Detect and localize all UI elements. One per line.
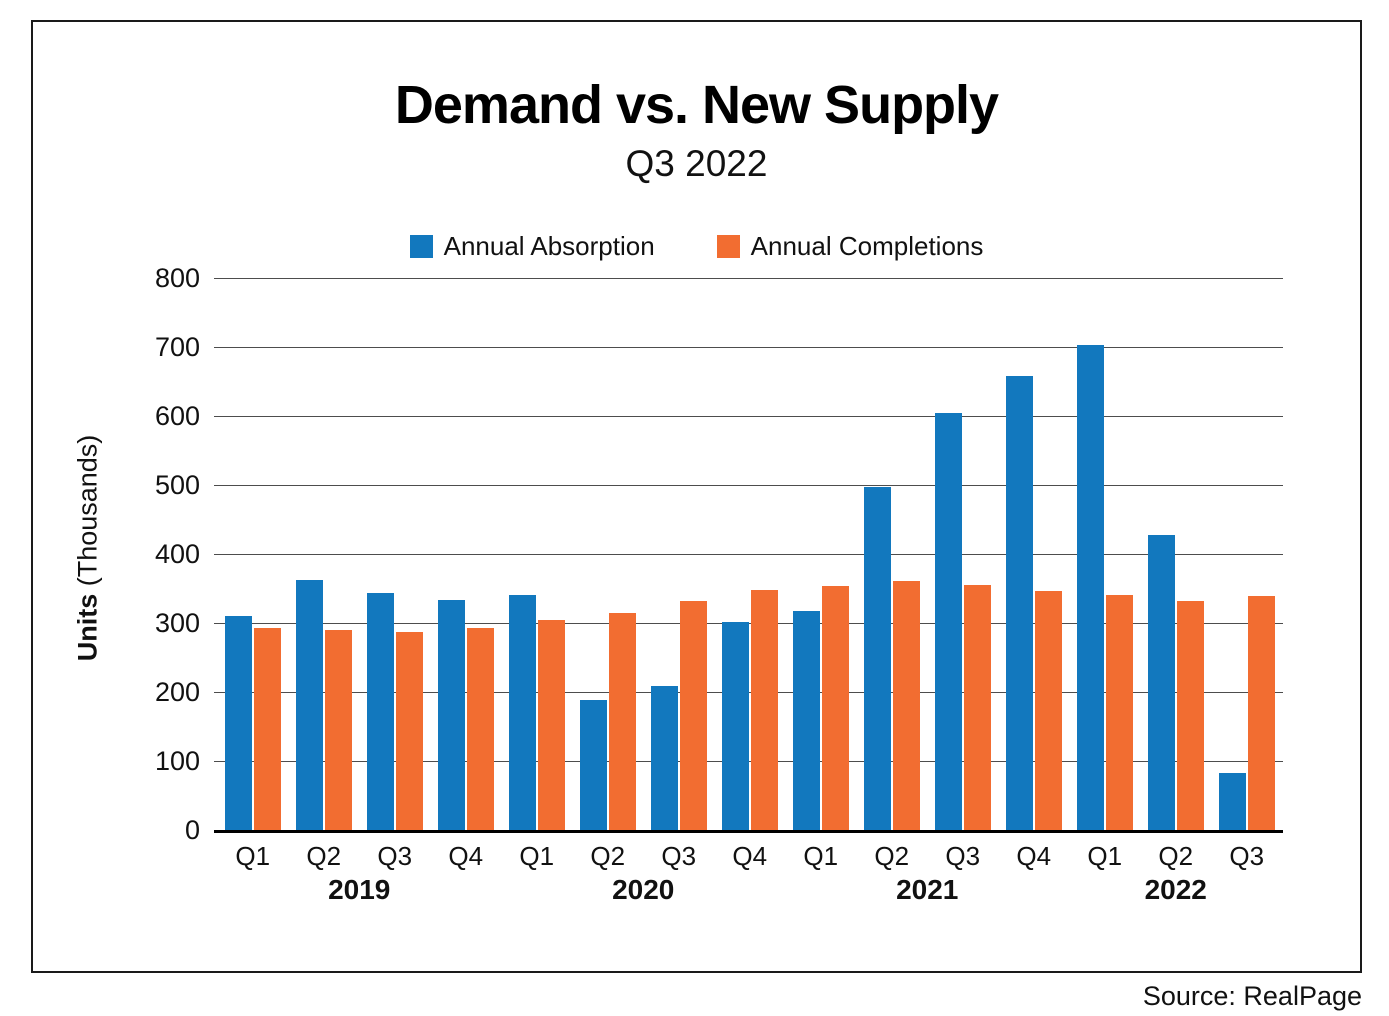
legend-label-completions: Annual Completions	[750, 231, 984, 261]
x-tick-label-12: Q1	[1087, 841, 1123, 871]
gridline-800	[214, 278, 1283, 279]
source-note: Source: RealPage	[1142, 981, 1362, 1011]
bar-absorption-1	[296, 580, 323, 830]
bar-completions-3	[467, 627, 494, 830]
y-tick-label-300: 300	[154, 608, 200, 638]
y-tick-label-0: 0	[184, 815, 200, 845]
bar-completions-4	[538, 619, 565, 830]
bar-absorption-12	[1077, 344, 1104, 830]
gridline-300	[214, 623, 1283, 624]
x-tick-label-10: Q3	[945, 841, 981, 871]
bar-completions-2	[396, 631, 423, 830]
x-tick-label-13: Q2	[1158, 841, 1194, 871]
legend-item-completions: Annual Completions	[716, 231, 984, 262]
chart-title: Demand vs. New Supply	[394, 75, 999, 135]
bar-absorption-2	[367, 592, 394, 830]
x-tick-label-4: Q1	[519, 841, 555, 871]
x-tick-label-9: Q2	[874, 841, 910, 871]
chart-subtitle: Q3 2022	[625, 143, 768, 184]
bar-completions-0	[254, 627, 281, 830]
bar-absorption-13	[1148, 534, 1175, 830]
bar-absorption-6	[651, 685, 678, 830]
y-tick-label-400: 400	[154, 539, 200, 569]
gridline-400	[214, 554, 1283, 555]
gridline-100	[214, 761, 1283, 762]
year-label-2019: 2019	[328, 874, 391, 905]
x-tick-label-2: Q3	[377, 841, 413, 871]
bar-absorption-0	[225, 616, 252, 830]
bar-absorption-9	[864, 487, 891, 830]
gridline-500	[214, 485, 1283, 486]
bar-completions-1	[325, 629, 352, 830]
y-tick-label-700: 700	[154, 332, 200, 362]
year-label-2021: 2021	[896, 874, 959, 905]
y-tick-label-200: 200	[154, 677, 200, 707]
bar-completions-11	[1035, 591, 1062, 830]
bar-absorption-14	[1219, 772, 1246, 830]
bar-completions-8	[822, 586, 849, 830]
legend: Annual Absorption Annual Completions	[31, 231, 1362, 262]
completions-swatch-icon	[716, 235, 740, 258]
x-tick-label-6: Q3	[661, 841, 697, 871]
gridline-700	[214, 347, 1283, 348]
bar-completions-5	[609, 613, 636, 830]
legend-label-absorption: Annual Absorption	[443, 231, 655, 261]
bar-completions-6	[680, 600, 707, 830]
year-label-2020: 2020	[612, 874, 675, 905]
bar-completions-12	[1106, 594, 1133, 830]
bar-completions-10	[964, 585, 991, 830]
x-tick-label-0: Q1	[235, 841, 271, 871]
x-tick-label-1: Q2	[306, 841, 342, 871]
x-tick-label-5: Q2	[590, 841, 626, 871]
plot-area	[214, 278, 1283, 833]
y-tick-label-500: 500	[154, 470, 200, 500]
y-tick-label-100: 100	[154, 746, 200, 776]
legend-item-absorption: Annual Absorption	[409, 231, 655, 262]
y-tick-label-800: 800	[154, 263, 200, 293]
bar-absorption-10	[935, 412, 962, 830]
bar-absorption-8	[793, 611, 820, 830]
bar-completions-14	[1248, 596, 1275, 830]
year-label-2022: 2022	[1144, 874, 1207, 905]
x-tick-label-7: Q4	[732, 841, 768, 871]
x-tick-label-11: Q4	[1016, 841, 1052, 871]
x-tick-label-8: Q1	[803, 841, 839, 871]
gridline-600	[214, 416, 1283, 417]
absorption-swatch-icon	[409, 235, 433, 258]
bar-absorption-11	[1006, 375, 1033, 830]
bar-completions-9	[893, 580, 920, 830]
y-tick-label-600: 600	[154, 401, 200, 431]
bar-completions-7	[751, 589, 778, 830]
bar-absorption-4	[509, 595, 536, 830]
x-tick-label-3: Q4	[448, 841, 484, 871]
bar-absorption-3	[438, 599, 465, 830]
gridline-200	[214, 692, 1283, 693]
x-tick-label-14: Q3	[1229, 841, 1265, 871]
bar-absorption-5	[580, 700, 607, 830]
bar-absorption-7	[722, 621, 749, 830]
bar-completions-13	[1177, 600, 1204, 830]
